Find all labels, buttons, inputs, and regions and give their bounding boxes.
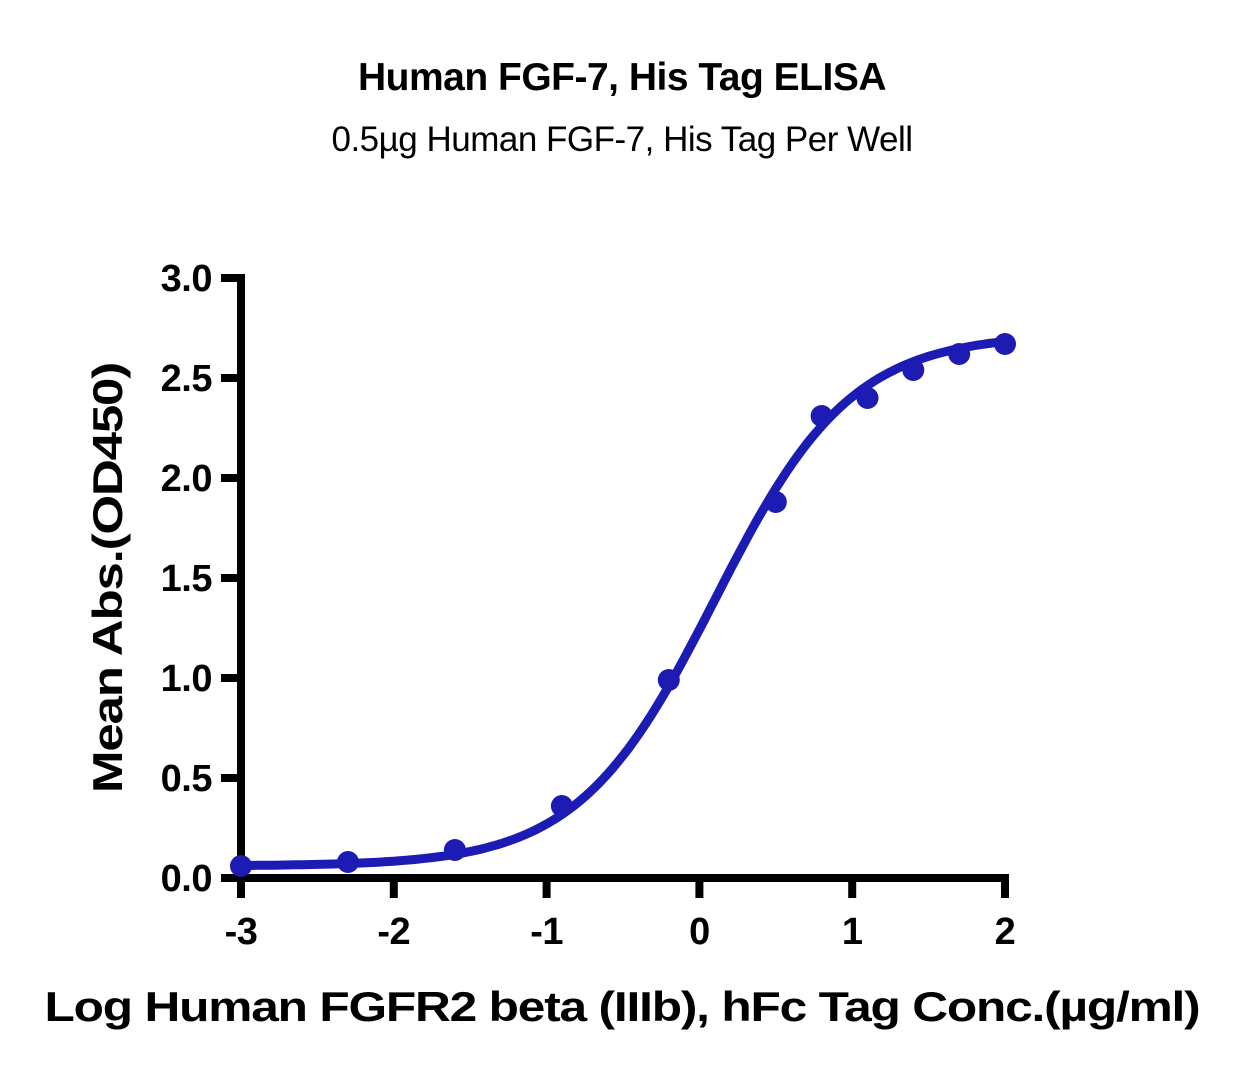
data-point <box>443 839 466 861</box>
x-tick-label: 0 <box>689 911 710 953</box>
data-point <box>994 333 1016 355</box>
y-axis-ticks: 0.0 0.5 1.0 1.5 2.0 2.5 3.0 <box>161 258 241 900</box>
data-point <box>230 855 252 877</box>
x-tick-label: -2 <box>377 911 410 953</box>
axis-lines <box>237 274 1009 882</box>
x-axis-ticks: -3 -2 -1 0 1 2 <box>225 878 1016 953</box>
x-tick-label: -3 <box>225 911 258 953</box>
data-point <box>657 669 680 691</box>
y-tick-label: 3.0 <box>161 258 212 300</box>
data-points <box>230 333 1016 877</box>
x-tick-label: 1 <box>842 911 863 953</box>
data-point <box>856 387 879 409</box>
y-tick-label: 2.5 <box>161 358 213 400</box>
data-point <box>337 851 359 873</box>
x-tick-label: -1 <box>530 911 563 953</box>
data-point <box>948 343 971 365</box>
y-tick-label: 1.0 <box>161 658 212 700</box>
y-axis-label: Mean Abs.(OD450) <box>84 363 131 793</box>
data-point <box>550 795 573 817</box>
y-tick-label: 2.0 <box>161 458 212 500</box>
data-point <box>764 491 787 513</box>
y-tick-label: 0.5 <box>161 758 213 800</box>
data-point <box>902 359 925 381</box>
x-tick-label: 2 <box>995 911 1016 953</box>
fit-curve <box>236 337 1010 870</box>
y-tick-label: 0.0 <box>161 858 212 900</box>
x-axis-label: Log Human FGFR2 beta (IIIb), hFc Tag Con… <box>45 983 1200 1030</box>
y-tick-label: 1.5 <box>161 558 213 600</box>
chart-title: Human FGF-7, His Tag ELISA <box>358 56 886 99</box>
chart-subtitle: 0.5µg Human FGF-7, His Tag Per Well <box>331 120 912 159</box>
data-point <box>810 405 833 427</box>
